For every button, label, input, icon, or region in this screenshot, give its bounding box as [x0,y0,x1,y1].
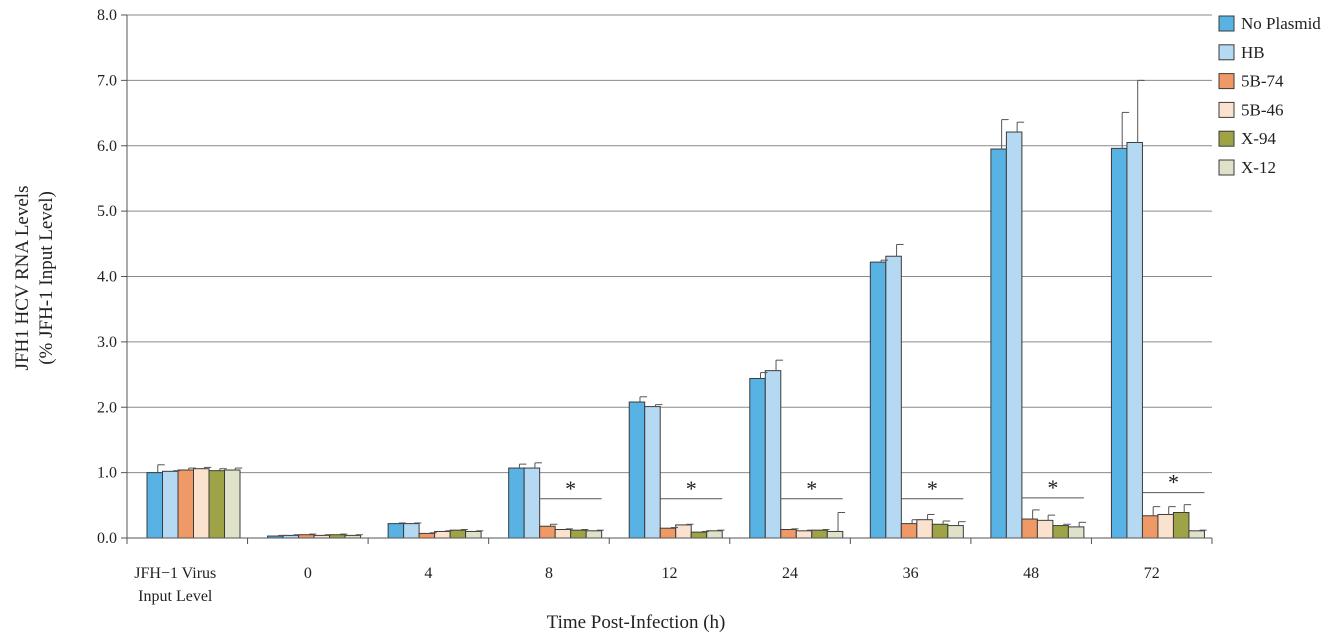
significance-star: * [565,476,576,501]
bar [916,519,933,539]
bar [403,523,420,539]
bar [1141,515,1159,539]
legend-swatch [1218,101,1235,118]
y-axis-title-line1: JFH1 HCV RNA Levels [12,186,33,371]
bar [193,468,210,539]
bar [1157,513,1174,539]
x-tick-label: 4 [424,565,432,582]
y-tick-label: 7.0 [97,72,117,89]
legend-swatch [1218,73,1235,90]
bar [990,148,1007,539]
bar [1021,518,1038,539]
bar [177,469,194,539]
y-tick-label: 8.0 [97,7,117,24]
bar [1172,512,1190,539]
x-axis-title: Time Post-Infection (h) [547,612,726,633]
x-tick-label: 48 [1023,565,1039,582]
legend-swatch [1218,15,1235,32]
x-tick-label: 0 [304,565,312,582]
bar-series [146,131,1205,539]
x-tick-label: 72 [1144,565,1160,582]
bar [628,401,646,539]
bar [146,472,163,539]
axes [121,14,1213,544]
bar [554,529,572,539]
bar [1067,526,1085,539]
legend: No Plasmid HB 5B-74 5B-46 X-94 X-12 [1218,14,1321,177]
bar [931,523,949,539]
x-tick-label: 24 [782,565,798,582]
bar [690,531,708,539]
bar [508,467,525,539]
bar [900,523,918,539]
bar [1110,147,1128,539]
bar [585,530,603,539]
legend-label: 5B-46 [1241,100,1284,119]
bar [1005,131,1023,539]
y-tick-label: 2.0 [97,399,117,416]
bar [434,530,451,539]
bar [675,524,692,539]
bar [162,470,179,539]
legend-swatch [1218,130,1235,147]
significance-star: * [686,476,697,501]
bar [224,469,241,539]
y-axis-title-line2: (% JFH-1 Input Level) [36,191,57,365]
bar [826,530,844,539]
bar [465,530,482,539]
gridlines [127,14,1212,474]
significance-star: * [1047,475,1058,500]
bar [885,255,902,539]
bar [523,467,541,539]
legend-swatch [1218,44,1235,61]
significance-markers: * * * * * * [539,470,1205,501]
legend-swatch [1218,159,1235,176]
bar [764,370,782,539]
legend-label: X-12 [1241,158,1276,177]
bar [418,532,436,539]
bar [570,529,587,539]
bar [947,525,964,539]
y-tick-label: 0.0 [97,530,117,547]
x-tick-label: Input Level [138,588,213,605]
bar [869,261,887,539]
legend-label: HB [1241,43,1265,62]
y-tick-label: 4.0 [97,269,117,286]
x-tick-label: JFH−1 Virus [134,565,216,582]
legend-label: X-94 [1241,129,1276,148]
bar [644,406,661,539]
bar [659,527,677,539]
x-tick-label: 36 [903,565,919,582]
significance-star: * [806,476,817,501]
legend-label: No Plasmid [1241,14,1321,33]
bar [795,530,813,539]
y-tick-label: 1.0 [97,465,117,482]
bar [1188,530,1205,539]
y-tick-label: 5.0 [97,203,117,220]
bar [811,529,828,539]
bar [1036,519,1054,539]
legend-label: 5B-74 [1241,72,1284,91]
error-bars [157,79,1207,537]
significance-star: * [1168,470,1179,495]
bar [780,529,797,539]
bar [449,529,467,539]
bar [706,530,723,539]
bar [208,470,225,539]
bar [1052,525,1069,539]
bar [749,377,766,539]
x-tick-label: 8 [545,565,553,582]
y-tick-labels: 0.0 1.0 2.0 3.0 4.0 5.0 6.0 7.0 8.0 [97,7,117,547]
significance-star: * [927,476,938,501]
y-tick-label: 6.0 [97,138,117,155]
bar [1126,141,1143,539]
y-tick-label: 3.0 [97,334,117,351]
bar [539,525,556,539]
x-tick-label: 12 [662,565,678,582]
bar [387,523,405,539]
